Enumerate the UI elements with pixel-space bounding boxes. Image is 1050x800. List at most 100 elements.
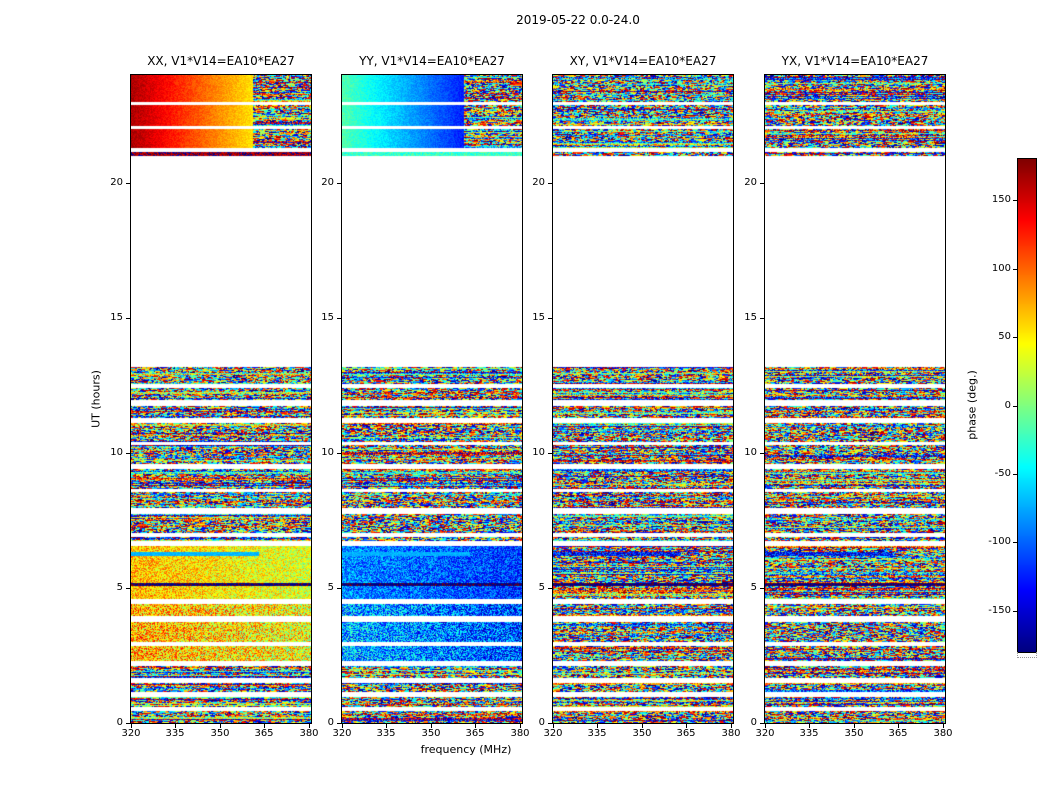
y-tick-label: 0 bbox=[750, 717, 757, 728]
colorbar-tick-mark bbox=[1013, 406, 1017, 407]
y-tick-mark bbox=[337, 723, 341, 724]
x-tick-label: 320 bbox=[332, 728, 352, 739]
x-tick-mark bbox=[175, 724, 176, 728]
y-tick-mark bbox=[337, 453, 341, 454]
x-tick-mark bbox=[475, 724, 476, 728]
colorbar-tick-mark bbox=[1013, 337, 1017, 338]
x-tick-mark bbox=[731, 724, 732, 728]
x-tick-label: 335 bbox=[799, 728, 819, 739]
colorbar bbox=[1017, 158, 1037, 653]
x-tick-mark bbox=[898, 724, 899, 728]
colorbar-tick-label: 0 bbox=[1004, 400, 1011, 411]
y-tick-mark bbox=[760, 723, 764, 724]
x-tick-label: 320 bbox=[543, 728, 563, 739]
x-axis-label: frequency (MHz) bbox=[420, 743, 512, 756]
colorbar-tick-mark bbox=[1013, 269, 1017, 270]
x-tick-mark bbox=[686, 724, 687, 728]
x-tick-label: 350 bbox=[844, 728, 864, 739]
x-tick-mark bbox=[131, 724, 132, 728]
colorbar-tick-label: 100 bbox=[991, 263, 1011, 274]
y-tick-label: 20 bbox=[321, 177, 334, 188]
x-tick-mark bbox=[553, 724, 554, 728]
x-tick-label: 320 bbox=[755, 728, 775, 739]
x-tick-label: 365 bbox=[676, 728, 696, 739]
colorbar-tick-label: 150 bbox=[991, 194, 1011, 205]
y-tick-label: 15 bbox=[110, 312, 123, 323]
x-tick-mark bbox=[809, 724, 810, 728]
heatmap-panel-yx: YX, V1*V14=EA10*EA27 320 335 350 365 380 0 5 1… bbox=[744, 0, 952, 800]
y-tick-mark bbox=[548, 588, 552, 589]
y-tick-mark bbox=[760, 453, 764, 454]
x-tick-mark bbox=[642, 724, 643, 728]
y-tick-mark bbox=[548, 723, 552, 724]
colorbar-tick-mark bbox=[1013, 611, 1017, 612]
x-tick-mark bbox=[943, 724, 944, 728]
x-tick-mark bbox=[597, 724, 598, 728]
y-tick-mark bbox=[337, 588, 341, 589]
x-tick-mark bbox=[309, 724, 310, 728]
x-tick-label: 335 bbox=[165, 728, 185, 739]
plot-frame bbox=[552, 74, 734, 724]
y-tick-label: 0 bbox=[116, 717, 123, 728]
x-tick-label: 365 bbox=[465, 728, 485, 739]
heatmap-panel-xy: XY, V1*V14=EA10*EA27 320 335 350 365 380 0 5 1… bbox=[532, 0, 740, 800]
y-tick-label: 5 bbox=[327, 582, 334, 593]
y-tick-label: 20 bbox=[110, 177, 123, 188]
x-tick-label: 365 bbox=[254, 728, 274, 739]
y-tick-mark bbox=[126, 588, 130, 589]
panel-title: XX, V1*V14=EA10*EA27 bbox=[147, 54, 295, 68]
heatmap-canvas bbox=[765, 75, 945, 723]
heatmap-panel-xx: XX, V1*V14=EA10*EA27 320 335 350 365 380 0 5 1… bbox=[110, 0, 318, 800]
x-tick-mark bbox=[431, 724, 432, 728]
colorbar-tick-mark bbox=[1013, 542, 1017, 543]
x-tick-label: 320 bbox=[121, 728, 141, 739]
panel-title: YX, V1*V14=EA10*EA27 bbox=[781, 54, 929, 68]
panel-title: YY, V1*V14=EA10*EA27 bbox=[359, 54, 505, 68]
heatmap-canvas bbox=[342, 75, 522, 723]
x-tick-label: 350 bbox=[421, 728, 441, 739]
colorbar-tick-label: 50 bbox=[998, 331, 1011, 342]
y-tick-label: 10 bbox=[110, 447, 123, 458]
y-tick-mark bbox=[548, 183, 552, 184]
panel-title: XY, V1*V14=EA10*EA27 bbox=[569, 54, 717, 68]
x-tick-mark bbox=[342, 724, 343, 728]
y-tick-label: 20 bbox=[744, 177, 757, 188]
y-tick-label: 10 bbox=[744, 447, 757, 458]
plot-frame bbox=[764, 74, 946, 724]
y-tick-mark bbox=[760, 588, 764, 589]
x-tick-mark bbox=[765, 724, 766, 728]
colorbar-extension bbox=[1017, 652, 1037, 658]
x-tick-label: 380 bbox=[299, 728, 319, 739]
x-tick-mark bbox=[220, 724, 221, 728]
x-tick-label: 350 bbox=[632, 728, 652, 739]
y-tick-label: 0 bbox=[327, 717, 334, 728]
x-tick-label: 335 bbox=[376, 728, 396, 739]
heatmap-canvas bbox=[553, 75, 733, 723]
y-tick-mark bbox=[126, 453, 130, 454]
colorbar-tick-label: -150 bbox=[988, 605, 1011, 616]
y-tick-label: 10 bbox=[532, 447, 545, 458]
y-tick-label: 15 bbox=[532, 312, 545, 323]
colorbar-tick-mark bbox=[1013, 474, 1017, 475]
y-tick-mark bbox=[126, 723, 130, 724]
x-tick-label: 365 bbox=[888, 728, 908, 739]
x-tick-label: 350 bbox=[210, 728, 230, 739]
y-tick-label: 10 bbox=[321, 447, 334, 458]
x-tick-label: 380 bbox=[721, 728, 741, 739]
y-tick-mark bbox=[126, 318, 130, 319]
x-tick-label: 380 bbox=[510, 728, 530, 739]
heatmap-panel-yy: YY, V1*V14=EA10*EA27 320 335 350 365 380 0 5 1… bbox=[321, 0, 529, 800]
x-tick-label: 335 bbox=[587, 728, 607, 739]
x-tick-mark bbox=[520, 724, 521, 728]
y-tick-label: 15 bbox=[744, 312, 757, 323]
y-tick-label: 15 bbox=[321, 312, 334, 323]
y-tick-mark bbox=[126, 183, 130, 184]
y-tick-label: 5 bbox=[538, 582, 545, 593]
figure-title: 2019-05-22 0.0-24.0 bbox=[516, 13, 640, 27]
heatmap-canvas bbox=[131, 75, 311, 723]
x-tick-label: 380 bbox=[933, 728, 953, 739]
colorbar-tick-label: -100 bbox=[988, 536, 1011, 547]
y-tick-label: 20 bbox=[532, 177, 545, 188]
y-tick-label: 5 bbox=[116, 582, 123, 593]
